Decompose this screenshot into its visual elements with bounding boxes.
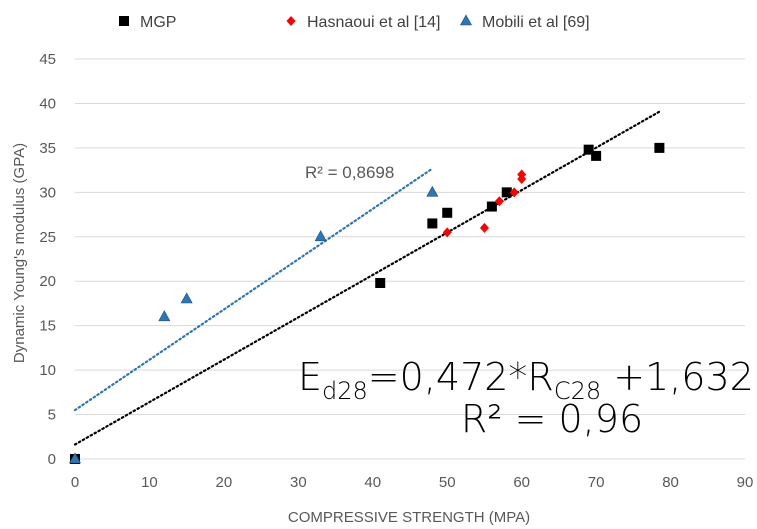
point-square <box>427 218 438 229</box>
y-tick-label: 5 <box>48 407 56 424</box>
y-tick-label: 15 <box>39 318 56 335</box>
y-tick-label: 45 <box>39 51 56 68</box>
x-axis-title: COMPRESSIVE STRENGTH (MPA) <box>288 509 530 526</box>
legend-marker-triangle <box>459 14 473 26</box>
point-square <box>501 187 512 198</box>
eq-e: E <box>298 355 322 399</box>
x-tick-label: 20 <box>216 474 233 491</box>
point-diamond <box>494 196 504 207</box>
eq-sub-d28: d28 <box>322 377 368 405</box>
y-tick-label: 25 <box>39 229 56 246</box>
x-tick-label: 40 <box>364 474 381 491</box>
point-square <box>591 150 602 161</box>
x-tick-label: 60 <box>513 474 530 491</box>
eq-mid: =0,472*R <box>368 355 554 399</box>
point-triangle <box>68 452 82 464</box>
y-axis-ticks: 0 5 10 15 20 25 30 35 40 45 <box>39 51 56 468</box>
x-tick-label: 10 <box>141 474 158 491</box>
eq-tail: +1,6326 <box>601 355 757 399</box>
trendline-0 <box>73 110 661 446</box>
trendlines <box>73 110 661 446</box>
y-tick-label: 0 <box>48 451 56 468</box>
x-tick-label: 90 <box>737 474 754 491</box>
y-tick-label: 30 <box>39 184 56 201</box>
point-diamond <box>479 222 489 233</box>
legend-marker-square <box>119 16 129 26</box>
point-diamond <box>517 169 527 180</box>
point-triangle <box>426 185 439 197</box>
x-tick-label: 50 <box>439 474 456 491</box>
y-tick-label: 40 <box>39 95 56 112</box>
point-square <box>375 278 386 288</box>
x-tick-label: 30 <box>290 474 307 491</box>
point-triangle <box>314 230 327 242</box>
y-tick-label: 20 <box>39 273 56 290</box>
y-axis-title: Dynamic Young's modulus (GPA) <box>11 143 28 363</box>
x-tick-label: 70 <box>588 474 605 491</box>
x-tick-label: 80 <box>662 474 679 491</box>
point-triangle <box>180 292 193 304</box>
point-square <box>442 207 453 218</box>
x-axis-ticks: 0 10 20 30 40 50 60 70 80 90 <box>71 474 754 491</box>
eq-sub-c28: C28 <box>554 377 601 405</box>
data-points <box>68 142 665 464</box>
grid <box>75 58 745 460</box>
y-tick-label: 10 <box>39 362 56 379</box>
trendline-1 <box>73 167 434 412</box>
point-triangle <box>158 310 171 322</box>
legend-label: Hasnaoui et al [14] <box>307 14 440 31</box>
legend: MGP Hasnaoui et al [14] Mobili et al [69] <box>119 14 590 31</box>
point-square <box>583 144 594 155</box>
point-diamond <box>509 187 519 198</box>
point-square <box>654 142 665 153</box>
point-square <box>486 201 497 212</box>
x-tick-label: 0 <box>71 474 79 491</box>
y-tick-label: 35 <box>39 140 56 157</box>
point-diamond <box>442 227 452 238</box>
mgp-equation: Ed28=0,472*RC28 +1,6326 <box>298 355 757 405</box>
legend-label: MGP <box>140 14 176 31</box>
legend-marker-diamond <box>286 16 296 26</box>
legend-label: Mobili et al [69] <box>482 14 590 31</box>
r2-mobili-label: R² = 0,8698 <box>305 163 394 182</box>
r2-mgp-label: R² = 0,96 <box>461 397 643 441</box>
